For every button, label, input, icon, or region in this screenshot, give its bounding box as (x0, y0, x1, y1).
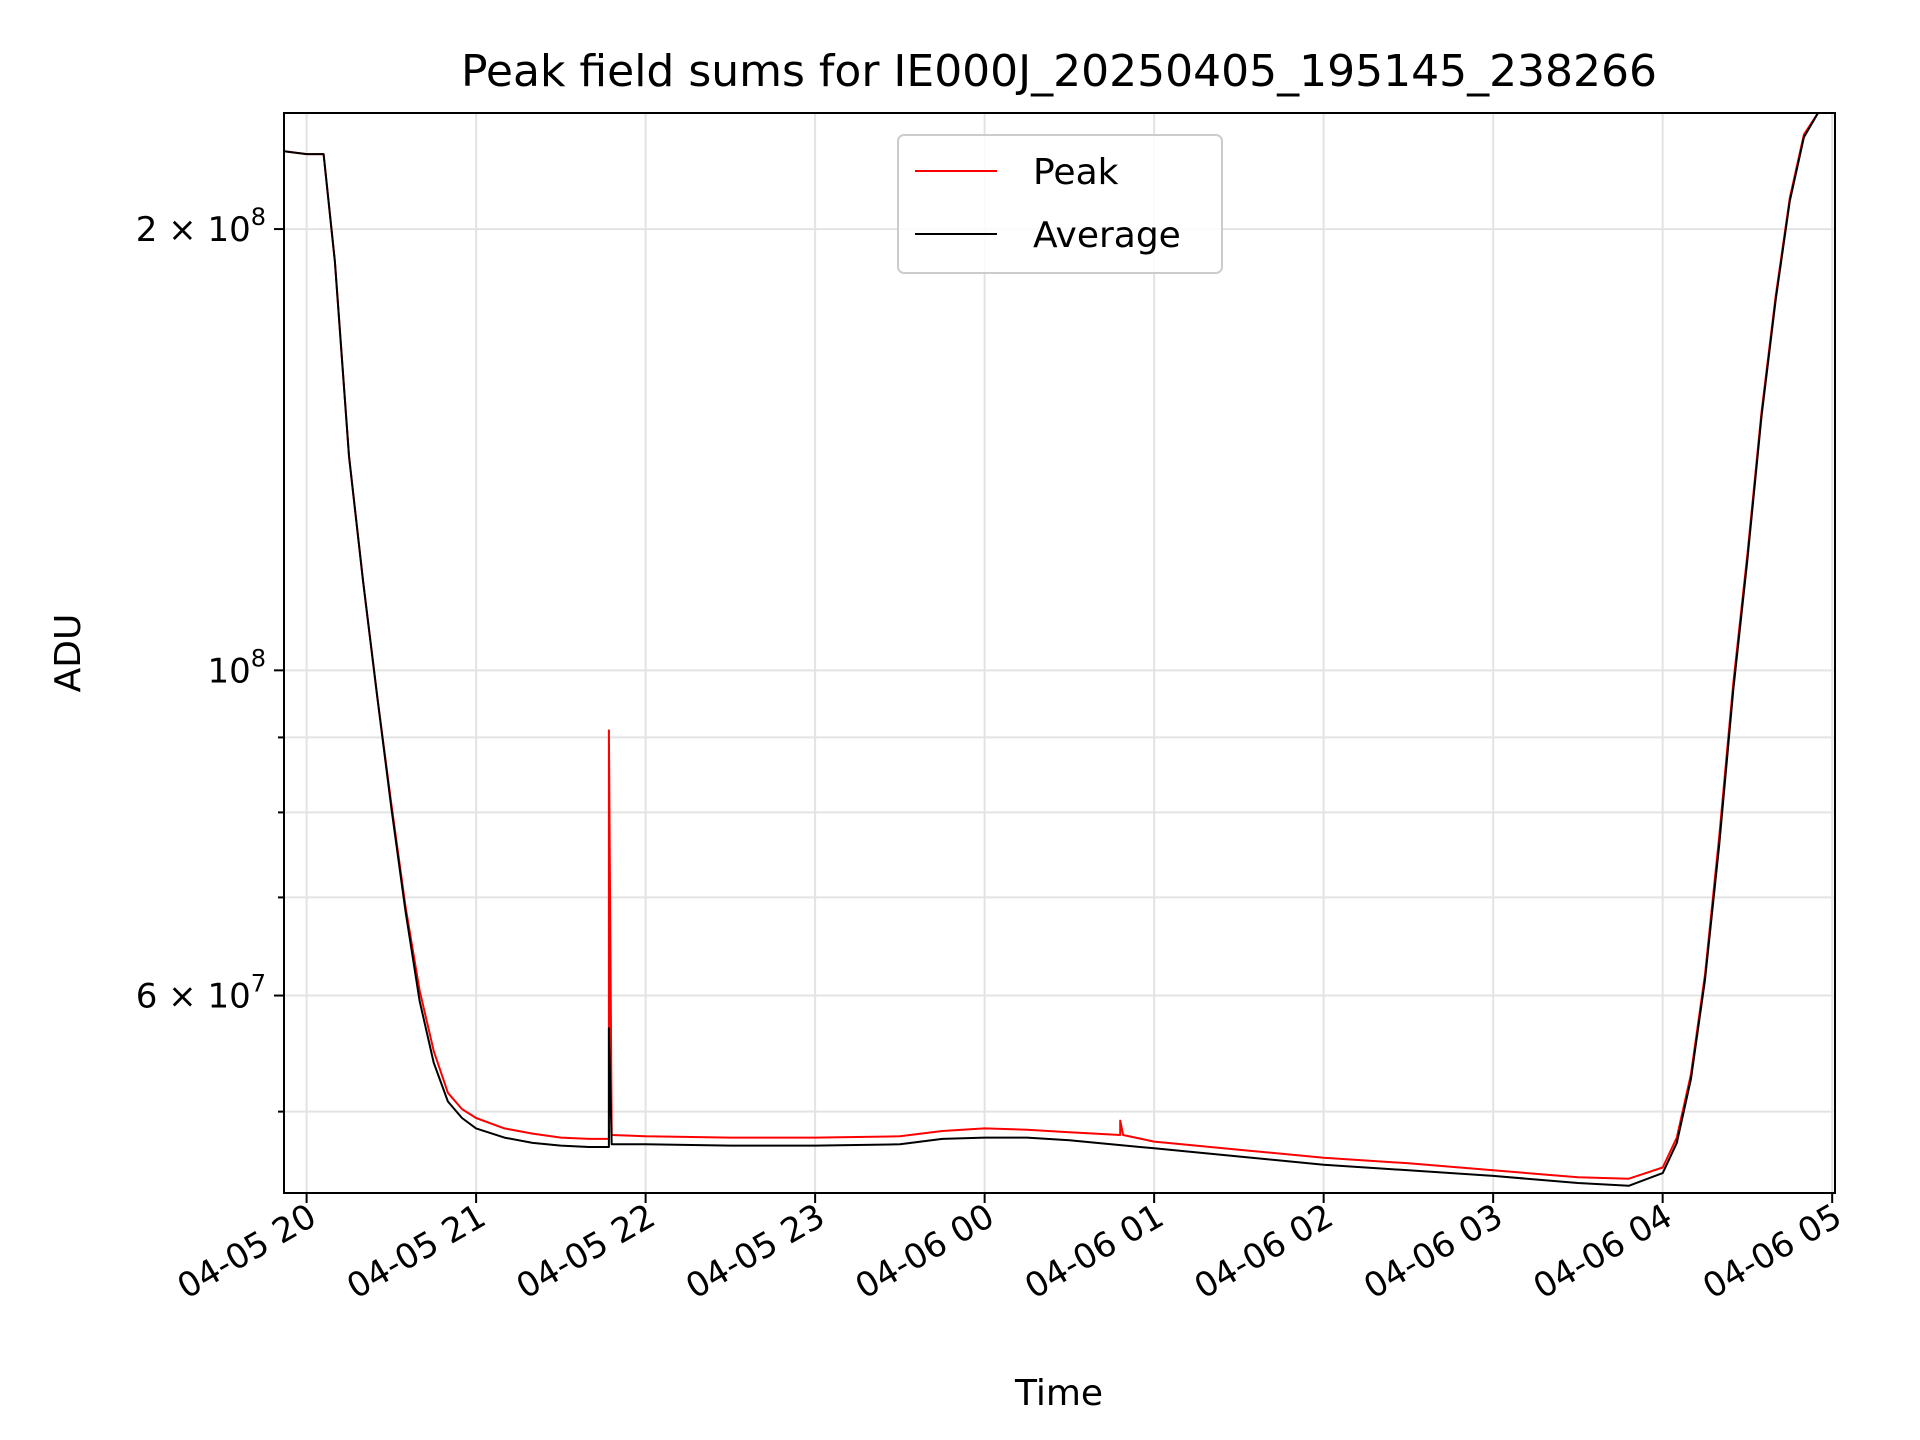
grid (284, 113, 1835, 1193)
x-tick-label: 04-06 05 (1696, 1196, 1848, 1307)
chart-title: Peak field sums for IE000J_20250405_1951… (461, 46, 1657, 97)
y-tick-base: 10 (207, 651, 250, 691)
axis-ticks: 04-05 20 04-05 21 04-05 22 04-05 23 04-06 00… (136, 203, 1849, 1307)
legend: Peak Average (897, 134, 1223, 274)
x-tick-label: 04-06 02 (1188, 1196, 1340, 1307)
x-tick-label: 04-05 22 (510, 1196, 662, 1307)
x-tick-label: 04-05 21 (340, 1196, 492, 1307)
x-tick-label: 04-06 01 (1018, 1196, 1170, 1307)
legend-label-average: Average (1033, 215, 1181, 256)
plot-frame (283, 112, 1836, 1194)
y-tick-base: 2 × 10 (136, 210, 251, 250)
y-tick-label: 108 (207, 644, 266, 691)
y-tick-exponent: 8 (251, 203, 266, 231)
y-tick-exponent: 7 (251, 970, 266, 998)
x-tick-label: 04-06 04 (1527, 1196, 1679, 1307)
y-axis-label: ADU (48, 614, 89, 693)
y-tick-label: 2 × 108 (136, 203, 266, 250)
x-tick-label: 04-05 20 (171, 1196, 323, 1307)
legend-label-peak: Peak (1033, 152, 1119, 193)
legend-box (897, 134, 1223, 274)
series-layer (284, 113, 1819, 1187)
x-tick-label: 04-05 23 (679, 1196, 831, 1307)
x-tick-label: 04-06 03 (1357, 1196, 1509, 1307)
y-tick-label: 6 × 107 (136, 970, 266, 1017)
x-axis-label: Time (1014, 1373, 1103, 1414)
series-line-average (284, 113, 1819, 1187)
y-tick-base: 6 × 10 (136, 977, 251, 1017)
x-tick-label: 04-06 00 (849, 1196, 1001, 1307)
y-tick-exponent: 8 (251, 644, 266, 672)
